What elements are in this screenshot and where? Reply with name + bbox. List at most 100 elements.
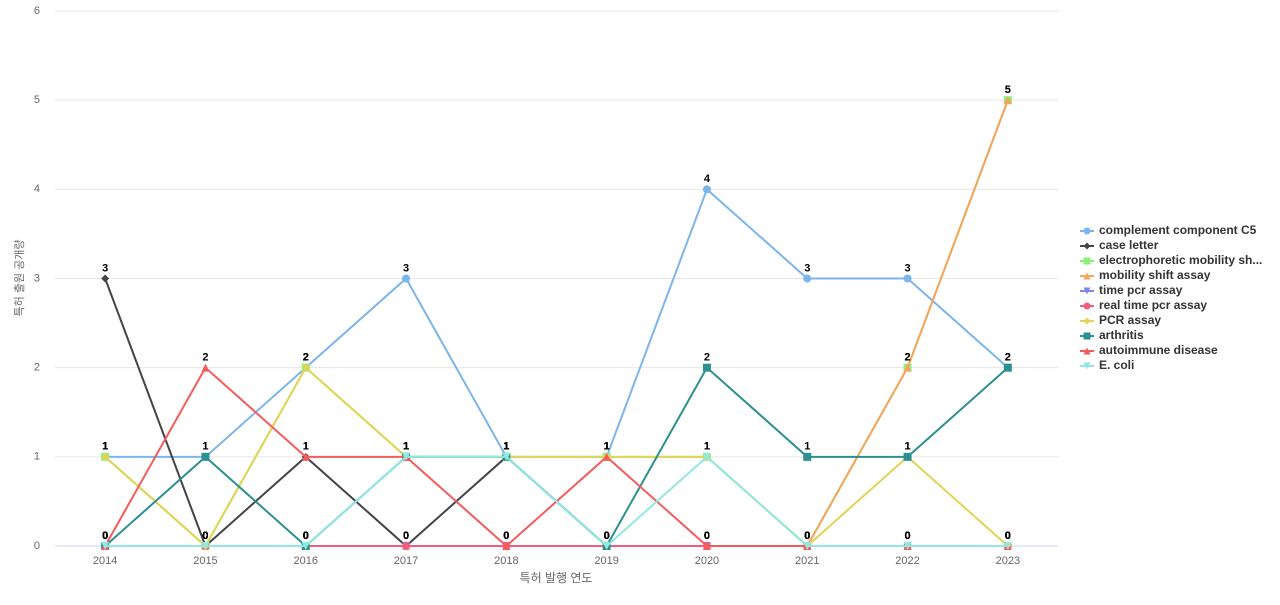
data-label: 0: [403, 530, 409, 542]
series-line: [105, 99, 1009, 547]
data-label: 1: [102, 441, 108, 453]
data-point: [803, 274, 812, 283]
x-tick-label: 2021: [795, 555, 819, 567]
y-tick-label: 6: [34, 5, 40, 17]
data-point: [602, 452, 611, 461]
y-axis-title: 특허 출원 공개량: [13, 240, 26, 317]
data-point: [702, 542, 711, 550]
data-label: 0: [804, 530, 810, 542]
data-label: 1: [503, 441, 509, 453]
series-line: [104, 99, 1009, 548]
data-label: 0: [804, 530, 810, 542]
data-label: 1: [403, 441, 409, 453]
x-tick-label: 2022: [895, 555, 919, 567]
legend-symbol: [1083, 302, 1091, 310]
data-label: 1: [604, 441, 610, 453]
data-label: 2: [704, 352, 710, 364]
data-label: 0: [503, 530, 509, 542]
data-label: 1: [403, 441, 409, 453]
data-label: 1: [403, 441, 409, 453]
series-line: [104, 278, 1008, 548]
data-point: [903, 452, 912, 461]
data-label: 1: [102, 441, 108, 453]
data-label: 1: [503, 441, 509, 453]
data-label: 0: [604, 530, 610, 542]
data-label: 1: [604, 441, 610, 453]
x-tick-label: 2019: [594, 555, 618, 567]
legend-label: E. coli: [1099, 358, 1134, 372]
data-label: 0: [403, 530, 409, 542]
data-label: 0: [904, 530, 910, 542]
data-label: 0: [904, 530, 910, 542]
x-tick-label: 2017: [394, 555, 418, 567]
data-label: 0: [503, 530, 509, 542]
data-label: 0: [303, 530, 309, 542]
legend-label: autoimmune disease: [1099, 343, 1218, 357]
data-label: 0: [303, 530, 309, 542]
y-tick-label: 2: [34, 362, 40, 374]
data-label: 0: [804, 530, 810, 542]
legend-label: electrophoretic mobility sh...: [1099, 253, 1262, 267]
data-label: 1: [503, 441, 509, 453]
data-label: 0: [503, 530, 509, 542]
data-label: 0: [102, 530, 108, 542]
data-label: 0: [604, 530, 610, 542]
data-point: [201, 452, 210, 461]
data-label: 0: [202, 530, 208, 542]
data-label: 1: [303, 441, 309, 453]
data-point: [201, 542, 210, 550]
data-point: [402, 452, 411, 461]
data-label: 0: [604, 530, 610, 542]
data-label: 0: [804, 530, 810, 542]
data-label: 0: [403, 530, 409, 542]
data-point: [402, 542, 411, 550]
data-label: 1: [403, 441, 409, 453]
legend-symbol: [1083, 317, 1091, 325]
x-tick-label: 2020: [695, 555, 719, 567]
legend-symbol: [1083, 332, 1091, 340]
data-point: [101, 452, 110, 461]
y-tick-label: 5: [34, 94, 40, 106]
data-label: 0: [904, 530, 910, 542]
data-label: 0: [503, 530, 509, 542]
data-point: [903, 542, 912, 550]
data-point: [702, 452, 711, 461]
data-label: 1: [604, 441, 610, 453]
y-tick-label: 3: [34, 272, 40, 284]
data-label: 3: [102, 262, 108, 274]
data-point: [903, 274, 912, 283]
data-label: 0: [804, 530, 810, 542]
data-point: [301, 363, 310, 372]
data-label: 1: [503, 441, 509, 453]
legend-symbol: [1083, 257, 1091, 265]
data-label: 0: [202, 530, 208, 542]
data-label: 1: [202, 441, 208, 453]
data-label: 0: [604, 530, 610, 542]
data-label: 0: [102, 530, 108, 542]
data-label: 0: [704, 530, 710, 542]
data-point: [803, 542, 812, 550]
legend-symbol: [1083, 287, 1091, 295]
data-label: 2: [303, 352, 309, 364]
data-label: 0: [904, 530, 910, 542]
data-label: 1: [503, 441, 509, 453]
data-label: 1: [403, 441, 409, 453]
data-label: 2: [303, 352, 309, 364]
data-label: 0: [804, 530, 810, 542]
data-label: 0: [1005, 530, 1011, 542]
data-label: 0: [604, 530, 610, 542]
data-label: 0: [202, 530, 208, 542]
data-label: 0: [202, 530, 208, 542]
data-label: 2: [303, 352, 309, 364]
data-label: 0: [1005, 530, 1011, 542]
data-label: 1: [303, 441, 309, 453]
y-tick-label: 1: [34, 451, 40, 463]
data-label: 0: [1005, 530, 1011, 542]
legend-label: case letter: [1099, 238, 1159, 252]
x-tick-label: 2015: [193, 555, 217, 567]
data-label: 0: [303, 530, 309, 542]
legend-label: complement component C5: [1099, 223, 1257, 237]
data-label: 0: [202, 530, 208, 542]
data-label: 0: [1005, 530, 1011, 542]
